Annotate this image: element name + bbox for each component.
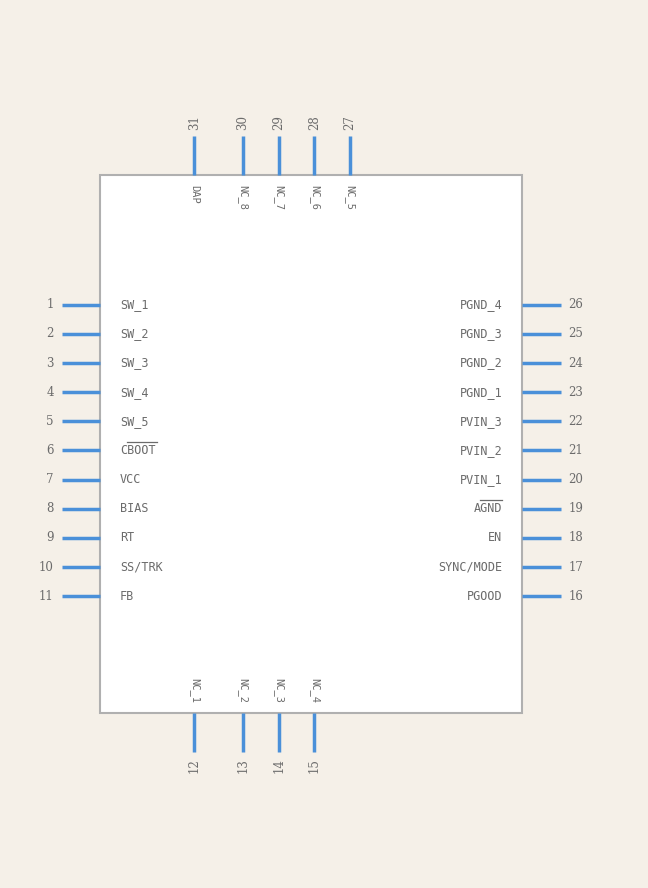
Text: SW_1: SW_1 <box>120 298 148 311</box>
Text: SW_3: SW_3 <box>120 356 148 369</box>
Text: PVIN_1: PVIN_1 <box>459 473 502 486</box>
Text: SS/TRK: SS/TRK <box>120 560 163 574</box>
Text: SW_4: SW_4 <box>120 385 148 399</box>
Text: 12: 12 <box>188 758 201 773</box>
Text: PVIN_3: PVIN_3 <box>459 415 502 428</box>
Text: 15: 15 <box>308 758 321 773</box>
Text: 21: 21 <box>568 444 583 457</box>
Text: SYNC/MODE: SYNC/MODE <box>438 560 502 574</box>
Text: 6: 6 <box>46 444 54 457</box>
Text: DAP: DAP <box>189 185 200 203</box>
Text: PGND_1: PGND_1 <box>459 385 502 399</box>
Text: NC_4: NC_4 <box>309 678 319 703</box>
Text: VCC: VCC <box>120 473 141 486</box>
Text: 31: 31 <box>188 115 201 130</box>
Text: PGND_3: PGND_3 <box>459 328 502 340</box>
Text: 2: 2 <box>47 328 54 340</box>
Text: NC_8: NC_8 <box>238 185 248 210</box>
Text: RT: RT <box>120 531 134 544</box>
Text: PVIN_2: PVIN_2 <box>459 444 502 457</box>
Text: 13: 13 <box>237 758 249 773</box>
Text: 7: 7 <box>46 473 54 486</box>
Text: 26: 26 <box>568 298 583 311</box>
Text: NC_5: NC_5 <box>345 185 355 210</box>
Text: BIAS: BIAS <box>120 503 148 515</box>
Bar <box>100 175 522 713</box>
Text: AGND: AGND <box>474 503 502 515</box>
Text: 25: 25 <box>568 328 583 340</box>
Text: 20: 20 <box>568 473 583 486</box>
Text: SW_2: SW_2 <box>120 328 148 340</box>
Text: 28: 28 <box>308 115 321 130</box>
Text: 14: 14 <box>272 758 285 773</box>
Text: 27: 27 <box>343 115 356 130</box>
Text: SW_5: SW_5 <box>120 415 148 428</box>
Text: 24: 24 <box>568 356 583 369</box>
Text: 29: 29 <box>272 115 285 130</box>
Text: 17: 17 <box>568 560 583 574</box>
Text: 4: 4 <box>46 385 54 399</box>
Text: EN: EN <box>488 531 502 544</box>
Text: CBOOT: CBOOT <box>120 444 156 457</box>
Text: 10: 10 <box>39 560 54 574</box>
Text: NC_6: NC_6 <box>309 185 319 210</box>
Text: 19: 19 <box>568 503 583 515</box>
Text: 11: 11 <box>39 590 54 603</box>
Text: 3: 3 <box>46 356 54 369</box>
Text: 16: 16 <box>568 590 583 603</box>
Text: 30: 30 <box>237 115 249 130</box>
Text: 8: 8 <box>47 503 54 515</box>
Text: 1: 1 <box>47 298 54 311</box>
Text: 23: 23 <box>568 385 583 399</box>
Text: PGOOD: PGOOD <box>467 590 502 603</box>
Text: PGND_2: PGND_2 <box>459 356 502 369</box>
Text: NC_2: NC_2 <box>238 678 248 703</box>
Text: FB: FB <box>120 590 134 603</box>
Text: 5: 5 <box>46 415 54 428</box>
Text: PGND_4: PGND_4 <box>459 298 502 311</box>
Text: NC_1: NC_1 <box>189 678 200 703</box>
Text: 22: 22 <box>568 415 583 428</box>
Text: 9: 9 <box>46 531 54 544</box>
Text: 18: 18 <box>568 531 583 544</box>
Text: NC_3: NC_3 <box>273 678 284 703</box>
Text: NC_7: NC_7 <box>273 185 284 210</box>
